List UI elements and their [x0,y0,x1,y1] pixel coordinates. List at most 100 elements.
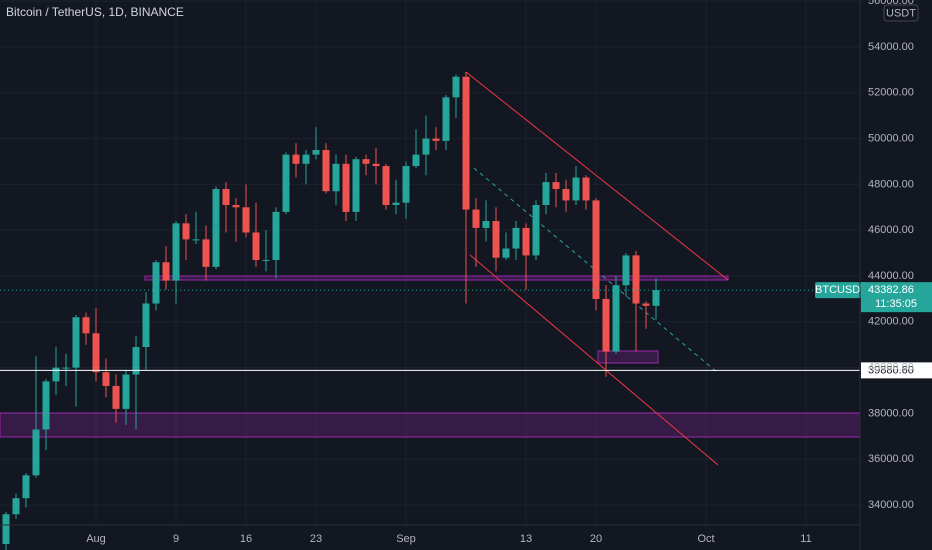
last-price-label: 43382.86 [868,284,914,296]
x-tick-label: Aug [86,533,106,545]
candle-body [232,205,240,208]
candle-body [92,333,100,373]
candle-body [392,202,400,206]
y-tick-label: 36000.00 [868,453,914,465]
candle-body [382,166,390,206]
countdown-label: 11:35:05 [875,298,917,310]
candle-body [542,182,550,206]
candle-body [222,188,230,206]
overlay: 39880.60 BTCUSDT 43382.86 11:35:05 [0,282,932,379]
candle-body [312,150,320,155]
chart-title: Bitcoin / TetherUS, 1D, BINANCE [6,5,184,19]
y-tick-label: 52000.00 [868,87,914,99]
box-zone [597,350,659,364]
x-tick-label: Oct [697,533,714,545]
candle-body [182,223,190,240]
currency-badge[interactable] [883,4,919,22]
candle-body [592,200,600,299]
y-tick-label: 46000.00 [868,224,914,236]
candle-body [642,303,650,306]
candle-body [652,290,660,306]
candle-body [22,475,30,499]
x-tick-label: 9 [173,533,179,545]
candle-body [242,207,250,233]
candle-body [492,221,500,258]
x-tick-label: 13 [520,533,532,545]
candle-body [202,239,210,267]
candle-body [192,239,200,241]
candle-body [102,372,110,386]
y-tick-label: 44000.00 [868,270,914,282]
y-tick-label: 56000.00 [868,0,914,7]
candle-body [122,374,130,409]
candle-body [602,298,610,352]
candle-body [402,166,410,203]
symbol-label: BTCUSDT [815,284,867,296]
candle-body [32,429,40,476]
x-tick-label: Sep [396,533,416,545]
candle-body [282,154,290,212]
candles [2,72,660,550]
y-tick-label: 50000.00 [868,132,914,144]
candle-body [82,317,90,334]
candle-body [412,154,420,167]
candle-body [552,182,560,189]
candle-body [292,154,300,164]
candle-body [532,205,540,256]
candle-body [322,150,330,192]
candle-body [362,159,370,164]
candle-body [342,163,350,212]
candle-body [452,76,460,98]
candle-body [52,367,60,382]
symbol-label-bg [815,282,867,299]
x-tick-label: 23 [310,533,322,545]
candle-body [62,367,70,369]
y-tick-label: 34000.00 [868,499,914,511]
candle-body [472,209,480,228]
candle-body [42,381,50,430]
candle-body [152,262,160,304]
candle-body [72,317,80,368]
candle-body [582,177,590,201]
candle-body [302,154,310,164]
y-tick-label: 54000.00 [868,41,914,53]
channel-top [465,71,729,281]
candle-body [482,221,490,228]
y-tick-label: 48000.00 [868,178,914,190]
candle-body [522,227,530,256]
candle-body [272,211,280,260]
currency: USDT [886,7,916,19]
x-tick-label: 11 [800,533,811,545]
candle-body [262,259,270,261]
candle-body [462,76,470,210]
support-zone [0,412,861,438]
candle-body [512,227,520,249]
candle-body [252,232,260,260]
candle-body [372,163,380,167]
y-tick-label: 38000.00 [868,407,914,419]
candle-body [132,347,140,375]
candle-body [502,248,510,258]
channel-bottom [469,254,719,466]
candle-body [442,97,450,141]
candle-body [162,262,170,281]
y-tick-label: 42000.00 [868,316,914,328]
last-price-label-bg [861,282,932,313]
candle-body [142,303,150,348]
level-label: 39880.60 [868,364,914,376]
candle-body [622,255,630,286]
candle-body [352,159,360,212]
candle-body [422,138,430,155]
y-tick-label: 40000.00 [868,362,914,374]
candle-body [112,385,120,409]
candle-body [212,188,220,267]
candle-body [612,285,620,352]
x-tick-label: 16 [240,533,252,545]
candle-body [572,177,580,201]
candle-body [632,255,640,304]
candle-body [172,223,180,281]
candle-body [12,498,20,515]
